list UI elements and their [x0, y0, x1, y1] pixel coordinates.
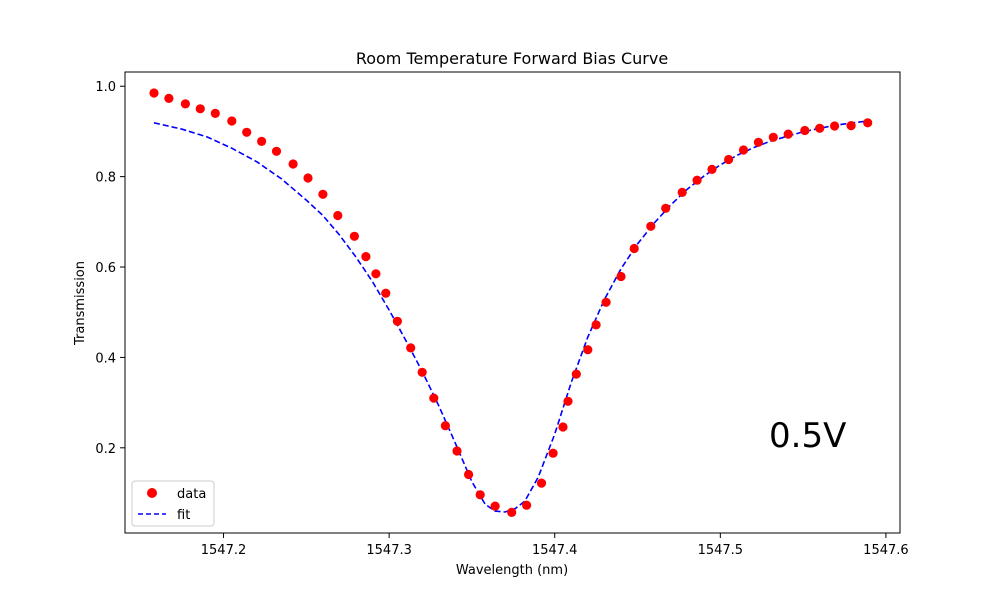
data-point [318, 189, 328, 199]
y-axis-label: Transmission [73, 261, 88, 346]
data-point [371, 269, 381, 279]
x-tick-label: 1547.6 [863, 543, 909, 558]
data-point [507, 507, 517, 517]
data-point [616, 271, 626, 282]
data-point [558, 422, 568, 432]
data-point [417, 367, 427, 377]
data-point [149, 88, 159, 98]
y-tick-label: 0.6 [95, 261, 116, 276]
data-point [536, 478, 547, 488]
voltage-annotation: 0.5V [769, 416, 846, 456]
x-tick-label: 1547.3 [366, 543, 412, 558]
data-point [738, 145, 749, 155]
y-tick-label: 0.8 [95, 171, 116, 186]
data-point [548, 448, 558, 458]
legend-data-label: data [177, 487, 206, 502]
data-point [392, 316, 402, 326]
data-point [440, 421, 450, 431]
data-point [406, 343, 416, 353]
data-point [195, 104, 205, 114]
data-point [863, 118, 873, 128]
data-point [677, 187, 687, 197]
data-point [522, 500, 532, 510]
x-axis-label: Wavelength (nm) [456, 563, 568, 578]
data-point [381, 288, 391, 298]
data-point [830, 121, 840, 131]
data-point [563, 396, 573, 406]
legend-data-marker [147, 488, 157, 498]
data-point [227, 116, 237, 126]
data-point [583, 345, 593, 355]
data-point [815, 123, 825, 133]
data-point [646, 221, 656, 231]
axis-ticks: 1547.2 1547.3 1547.4 1547.5 1547.6 0.2 0.4 0.6 0… [95, 80, 908, 558]
data-point [753, 137, 764, 147]
data-point [242, 127, 252, 137]
data-point [629, 243, 639, 254]
data-point [846, 121, 856, 131]
y-tick-label: 0.2 [95, 442, 116, 457]
data-point [800, 125, 810, 136]
data-point [210, 108, 220, 118]
data-point [288, 159, 298, 169]
data-point [361, 252, 371, 262]
data-point [333, 210, 343, 221]
data-point [490, 501, 500, 511]
plot-area [149, 88, 873, 517]
data-point [475, 490, 485, 500]
x-tick-label: 1547.5 [698, 543, 744, 558]
data-point [692, 175, 702, 185]
data-point [783, 129, 793, 139]
data-point [571, 369, 581, 379]
data-point [591, 320, 601, 330]
data-point [429, 393, 439, 403]
chart-title: Room Temperature Forward Bias Curve [356, 49, 668, 68]
data-point [707, 164, 717, 174]
data-point [164, 93, 174, 103]
legend: data fit [131, 480, 215, 527]
data-point [768, 132, 778, 142]
data-point [464, 469, 474, 480]
data-point [180, 99, 190, 109]
data-point [724, 154, 734, 165]
data-point [661, 203, 671, 213]
x-tick-label: 1547.4 [532, 543, 578, 558]
data-point [452, 446, 462, 456]
data-point [303, 173, 313, 183]
x-tick-label: 1547.2 [201, 543, 247, 558]
data-point [349, 231, 359, 241]
data-point [271, 146, 282, 156]
legend-fit-label: fit [177, 508, 190, 523]
data-point [257, 136, 267, 146]
data-point [601, 297, 611, 307]
axes-frame [124, 71, 901, 534]
y-tick-label: 0.4 [95, 351, 116, 366]
y-tick-label: 1.0 [95, 80, 116, 95]
